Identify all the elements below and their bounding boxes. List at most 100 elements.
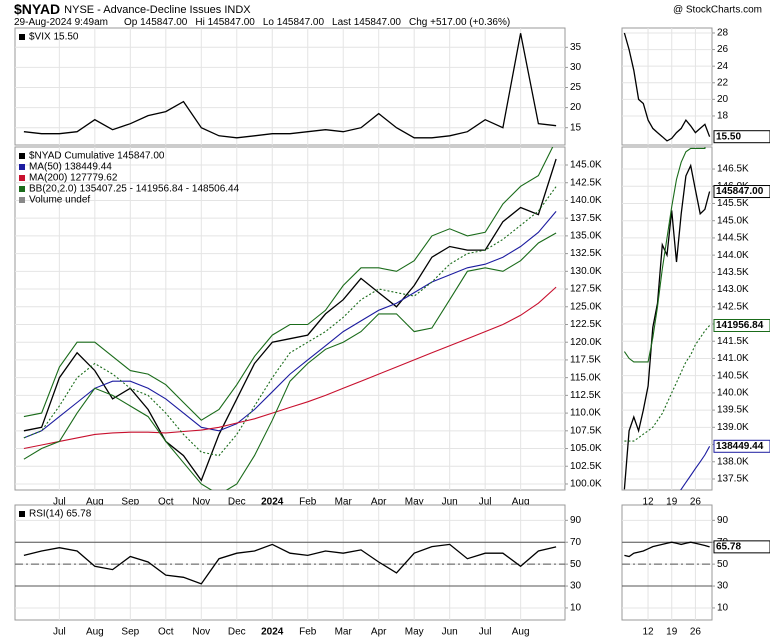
x-tick-label: Apr	[371, 497, 387, 508]
x-tick-label: Aug	[86, 627, 104, 638]
legend-swatch	[19, 197, 25, 203]
y-tick-label: 30	[570, 62, 582, 73]
y-tick-label: 50	[717, 559, 729, 570]
watermark: @ StockCharts.com	[673, 5, 762, 16]
legend-entry: Volume undef	[29, 195, 90, 206]
y-tick-label: 138.0K	[717, 456, 749, 467]
x-tick-label: Mar	[335, 627, 353, 638]
x-tick-label: Jun	[442, 627, 458, 638]
y-tick-label: 127.5K	[570, 284, 602, 295]
y-tick-label: 142.5K	[717, 301, 749, 312]
y-tick-label: 105.0K	[570, 443, 602, 454]
x-tick-label: Nov	[192, 497, 210, 508]
y-tick-label: 145.0K	[717, 215, 749, 226]
value-label-box	[713, 439, 770, 453]
y-tick-label: 137.5K	[570, 213, 602, 224]
x-tick-label: 26	[690, 627, 702, 638]
series-line	[23, 543, 557, 585]
x-tick-label: Mar	[335, 497, 353, 508]
x-tick-label: May	[405, 497, 424, 508]
value-label: 65.78	[716, 542, 741, 553]
legend-swatch	[19, 175, 25, 181]
y-tick-label: 122.5K	[570, 319, 602, 330]
y-tick-label: 132.5K	[570, 248, 602, 259]
y-tick-label: 107.5K	[570, 425, 602, 436]
series-line	[624, 325, 711, 442]
x-tick-label: Feb	[299, 627, 317, 638]
y-tick-label: 139.5K	[717, 405, 749, 416]
value-label-box	[713, 130, 770, 144]
series-line	[23, 147, 554, 421]
y-tick-label: 140.0K	[717, 388, 749, 399]
y-tick-label: 142.5K	[570, 177, 602, 188]
x-tick-label: Nov	[192, 627, 210, 638]
x-tick-label: 19	[666, 627, 678, 638]
value-label: 145847.00	[716, 186, 764, 197]
symbol: $NYAD	[14, 1, 60, 17]
y-tick-label: 100.0K	[570, 479, 602, 490]
y-tick-label: 90	[570, 515, 582, 526]
x-tick-label: Aug	[86, 497, 104, 508]
y-tick-label: 30	[570, 581, 582, 592]
x-tick-label: Feb	[299, 497, 317, 508]
y-tick-label: 24	[717, 61, 729, 72]
panel-frame	[621, 146, 713, 491]
x-tick-label: May	[405, 627, 424, 638]
y-tick-label: 50	[570, 559, 582, 570]
value-label-box	[713, 540, 770, 554]
y-tick-label: 143.5K	[717, 267, 749, 278]
legend-swatch	[19, 34, 25, 40]
quote: Op 145847.00	[124, 17, 188, 28]
series-line	[23, 286, 557, 450]
y-tick-label: 120.0K	[570, 337, 602, 348]
y-tick-label: 70	[570, 537, 582, 548]
y-tick-label: 18	[717, 111, 729, 122]
series-line	[623, 163, 711, 490]
y-tick-label: 141.5K	[717, 336, 749, 347]
legend-entry: $VIX 15.50	[29, 32, 79, 43]
x-tick-label: Aug	[512, 497, 530, 508]
quote: Hi 145847.00	[195, 17, 255, 28]
y-tick-label: 30	[717, 581, 729, 592]
y-tick-label: 28	[717, 28, 729, 39]
y-tick-label: 112.5K	[570, 390, 601, 401]
quote: Lo 145847.00	[263, 17, 325, 28]
x-tick-label: Sep	[121, 497, 139, 508]
legend-swatch	[19, 164, 25, 170]
y-tick-label: 26	[717, 44, 729, 55]
y-tick-label: 143.0K	[717, 284, 749, 295]
y-tick-label: 140.0K	[570, 195, 602, 206]
y-tick-label: 145.0K	[570, 160, 602, 171]
y-tick-label: 139.0K	[717, 422, 749, 433]
legend-swatch	[19, 153, 25, 159]
legend-entry: $NYAD Cumulative 145847.00	[29, 151, 165, 162]
y-tick-label: 137.5K	[717, 474, 749, 485]
value-label-box	[713, 318, 770, 332]
y-tick-label: 144.5K	[717, 233, 749, 244]
value-label: 141956.84	[716, 320, 764, 331]
y-tick-label: 117.5K	[570, 355, 601, 366]
legend-swatch	[19, 186, 25, 192]
x-tick-label: 12	[642, 627, 654, 638]
quote: Chg +517.00 (+0.36%)	[409, 17, 510, 28]
value-label-box	[713, 185, 770, 199]
y-tick-label: 110.0K	[570, 408, 601, 419]
y-tick-label: 90	[717, 515, 729, 526]
x-tick-label: 12	[642, 497, 654, 508]
series-line	[624, 541, 710, 558]
x-tick-label: Jul	[53, 627, 66, 638]
quote: Last 145847.00	[332, 17, 401, 28]
y-tick-label: 130.0K	[570, 266, 602, 277]
y-tick-label: 22	[717, 77, 729, 88]
y-tick-label: 10	[570, 603, 582, 614]
y-tick-label: 146.5K	[717, 164, 749, 175]
y-tick-label: 141.0K	[717, 353, 749, 364]
x-tick-label: Jul	[479, 497, 492, 508]
x-tick-label: 2024	[261, 627, 284, 638]
y-tick-label: 35	[570, 42, 582, 53]
x-tick-label: Dec	[228, 497, 246, 508]
value-label: 138449.44	[716, 441, 764, 452]
header-title: $NYAD NYSE - Advance-Decline Issues INDX	[14, 1, 251, 17]
y-tick-label: 15	[570, 122, 582, 133]
